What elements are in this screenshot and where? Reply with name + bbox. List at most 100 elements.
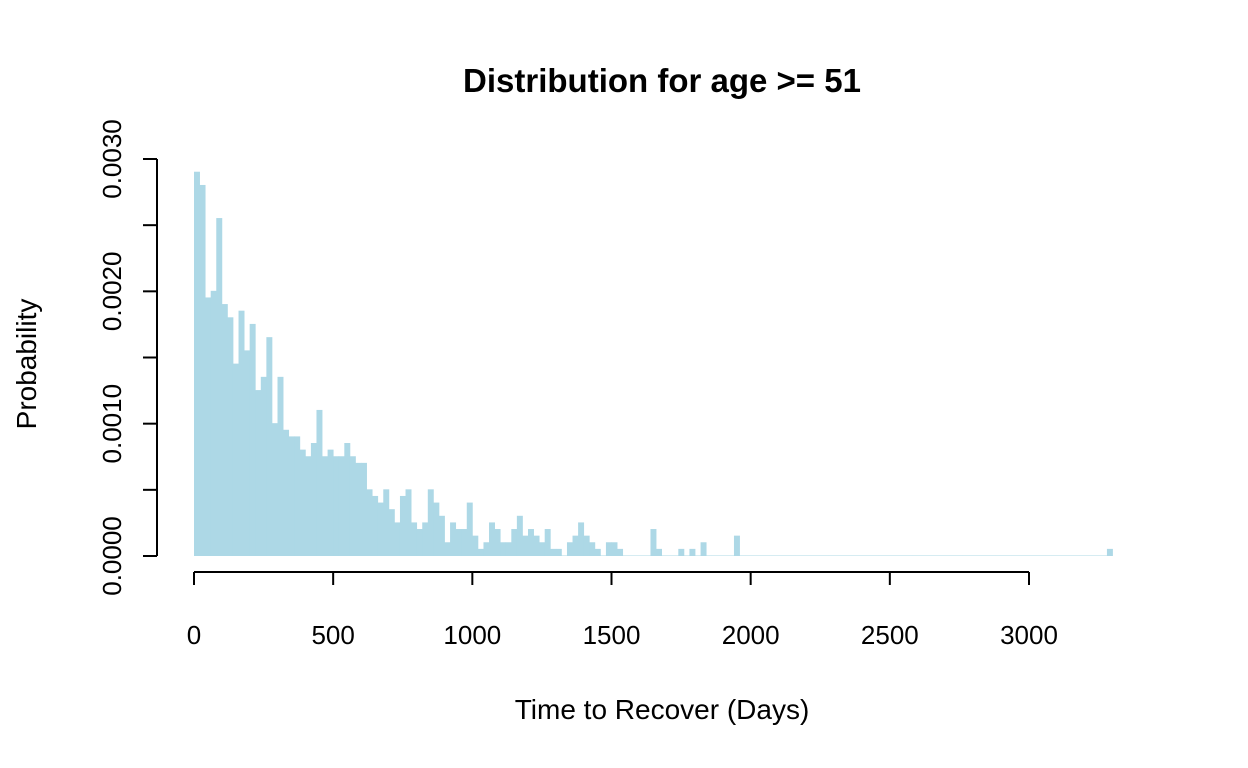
histogram-bar [372,495,379,556]
histogram-bar [361,462,367,556]
histogram-bar [778,555,785,556]
histogram-bar [561,555,568,556]
histogram-bar [522,535,529,556]
histogram-bar [956,555,963,556]
histogram-bar [967,555,974,556]
histogram-bar [689,548,696,556]
histogram-bar [984,555,991,556]
y-tick-label: 0.0010 [97,384,127,464]
histogram-bar [939,555,946,556]
histogram-bar [1006,555,1013,556]
x-tick-label: 500 [311,620,354,650]
histogram-bar [1001,555,1008,556]
histogram-bar [444,542,451,556]
histogram-bar [550,548,557,556]
y-tick-label: 0.0000 [97,516,127,596]
histogram-bar [344,443,351,556]
histogram-bar [438,515,445,556]
histogram-bar [472,535,479,556]
histogram-bar [917,555,924,556]
histogram-bar [923,555,930,556]
histogram-bar [756,555,763,556]
histogram-bar [450,522,457,556]
histogram-bars [194,171,1113,557]
histogram-bar [1040,555,1047,556]
x-tick-label: 0 [187,620,201,650]
histogram-bar [199,184,206,556]
histogram-bar [733,535,740,556]
histogram-bar [611,542,618,556]
histogram-bar [683,555,690,556]
histogram-bar [889,555,896,556]
histogram-bar [1095,555,1102,556]
histogram-bar [711,555,718,556]
histogram-bar [828,555,835,556]
histogram-bar [533,535,540,556]
histogram-bar [722,555,729,556]
histogram-bar [249,323,256,556]
x-axis: 0 500 1000 1500 2000 2500 3000 [187,571,1058,650]
x-tick-label: 1000 [443,620,501,650]
histogram-bar [205,297,212,556]
histogram-bar [811,555,818,556]
histogram-bar [327,449,334,556]
histogram-bar [227,317,234,556]
histogram-bar [294,436,301,556]
histogram-bar [1084,555,1091,556]
chart-title: Distribution for age >= 51 [463,62,861,99]
histogram-bar [951,555,958,556]
histogram-bar [221,304,228,556]
histogram-bar [873,555,880,556]
histogram-bar [366,489,373,556]
histogram-bar [678,548,685,556]
histogram-bar [422,522,429,556]
histogram-bar [845,555,852,556]
histogram-bar [405,489,412,556]
histogram-bar [349,456,356,556]
histogram-bar [945,555,952,556]
histogram-bar [622,555,629,556]
y-axis: 0.0000 0.0010 0.0020 0.0030 [97,119,158,596]
histogram-bar [338,456,345,556]
x-tick-label: 3000 [1000,620,1058,650]
x-tick-label: 2000 [722,620,780,650]
histogram-bar [1073,555,1080,556]
y-tick-label: 0.0030 [97,119,127,199]
histogram-bar [767,555,774,556]
histogram-bar [605,542,612,556]
histogram-bar [1023,555,1030,556]
histogram-bar [194,171,200,557]
histogram-bar [600,555,607,556]
histogram-bar [216,218,223,557]
histogram-bar [555,548,562,556]
histogram-bar [639,555,646,556]
histogram-bar [995,555,1002,556]
x-axis-label: Time to Recover (Days) [515,694,810,725]
histogram-bar [717,555,724,556]
histogram-bar [650,529,657,556]
histogram-bar [644,555,651,556]
histogram-bar [477,548,484,556]
histogram-bar [1045,555,1052,556]
histogram-bar [578,522,585,556]
histogram-bar [572,535,579,556]
histogram-bar [706,555,713,556]
histogram-bar [271,423,278,556]
histogram-bar [210,290,217,556]
histogram-bar [745,555,752,556]
histogram-bar [232,363,239,556]
histogram-bar [739,555,746,556]
histogram-bar [244,350,251,556]
histogram-bar [594,548,601,556]
histogram-bar [505,542,512,556]
histogram-bar [1029,555,1035,556]
histogram-bar [260,376,267,556]
histogram-bar [750,555,757,556]
histogram-bar [411,522,418,556]
histogram-bar [839,555,846,556]
histogram-bar [394,522,401,556]
histogram-bar [850,555,857,556]
histogram-bar [856,555,863,556]
y-tick-label: 0.0020 [97,252,127,332]
histogram-bar [539,542,546,556]
